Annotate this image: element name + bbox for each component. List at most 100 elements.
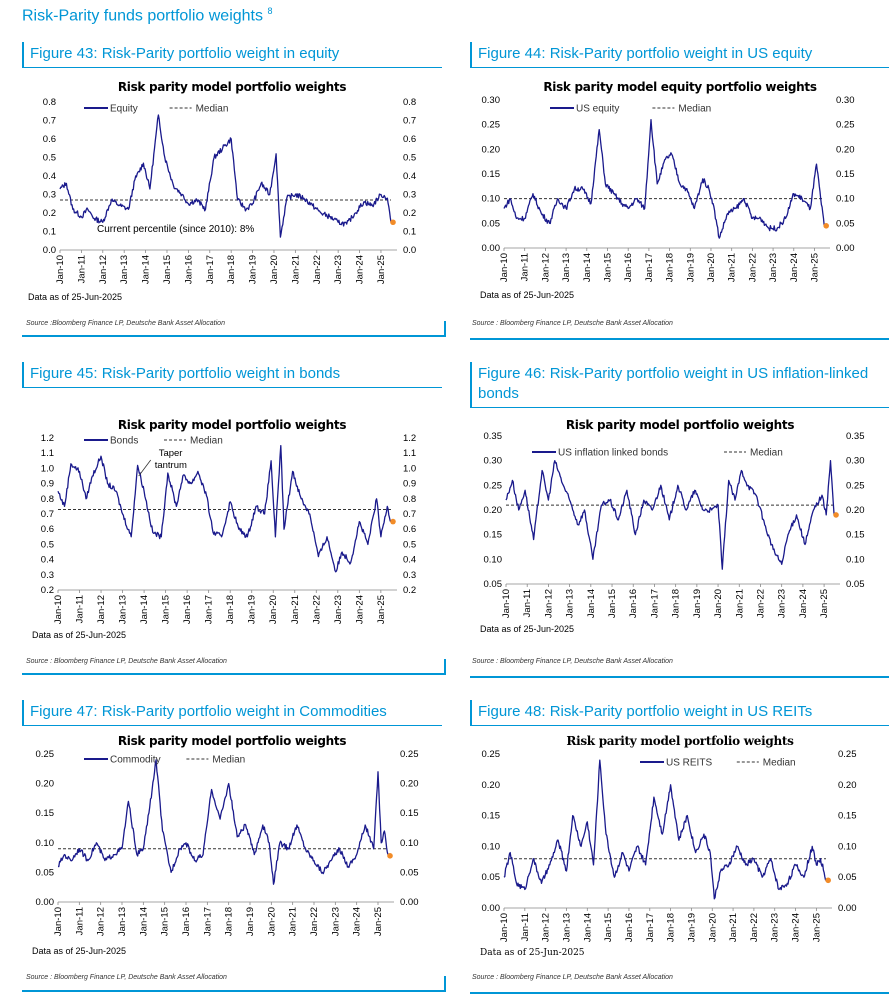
x-tick-label: Jan-17 (649, 589, 660, 618)
x-tick-label: Jan-19 (692, 589, 703, 618)
y-tick-label-left: 0.15 (36, 808, 55, 819)
y-tick-label-left: 0.3 (41, 570, 54, 581)
x-tick-label: Jan-13 (561, 913, 572, 942)
x-tick-label: Jan-25 (373, 907, 384, 936)
chart-figure-46: 0.05 0.05 0.10 0.10 0.15 0.15 0.20 0.20 0.25 0.25… (484, 432, 865, 618)
y-tick-label-left: 0.8 (43, 97, 56, 108)
x-tick-label: Jan-21 (728, 913, 739, 942)
x-tick-label: Jan-25 (811, 913, 822, 942)
y-tick-label-left: 0.25 (484, 480, 503, 491)
x-tick-label: Jan-10 (53, 595, 64, 624)
x-tick-label: Jan-16 (182, 595, 193, 624)
figure-44: Figure 44: Risk-Parity portfolio weight … (470, 42, 889, 340)
x-tick-label: Jan-22 (747, 253, 758, 282)
x-tick-label: Jan-12 (541, 913, 552, 942)
x-tick-label: Jan-17 (205, 255, 216, 284)
source-note: Source : Bloomberg Finance LP, Deutsche … (472, 974, 673, 981)
x-tick-label: Jan-19 (247, 595, 258, 624)
y-tick-label-right: 0.20 (836, 144, 855, 155)
x-tick-label: Jan-12 (96, 907, 107, 936)
y-tick-label-left: 0.10 (482, 194, 501, 205)
legend-label-series: US equity (576, 104, 619, 115)
y-tick-label-left: 0.20 (482, 144, 501, 155)
x-tick-label: Jan-15 (161, 595, 172, 624)
x-tick-label: Jan-11 (520, 253, 531, 281)
y-tick-label-right: 0.7 (403, 509, 416, 520)
x-tick-label: Jan-23 (330, 907, 341, 936)
legend-label-series: Equity (110, 104, 138, 115)
y-tick-label-left: 0.10 (482, 841, 501, 852)
x-tick-label: Jan-24 (355, 255, 366, 284)
latest-value-marker (387, 853, 393, 859)
legend-label-median: Median (196, 104, 229, 115)
x-tick-label: Jan-10 (55, 255, 66, 284)
series-line-us-reits (503, 759, 827, 900)
y-tick-label-left: 0.00 (36, 897, 55, 908)
x-tick-label: Jan-19 (248, 255, 259, 284)
y-tick-label-left: 0.7 (41, 509, 54, 520)
y-tick-label-right: 0.05 (400, 867, 419, 878)
y-tick-label-right: 0.4 (403, 555, 416, 566)
y-tick-label-left: 0.15 (484, 530, 503, 541)
y-tick-label-right: 0.20 (846, 505, 865, 516)
y-tick-label-left: 0.05 (482, 872, 501, 883)
y-tick-label-left: 0.0 (43, 245, 56, 256)
figure-title: Figure 48: Risk-Parity portfolio weight … (470, 700, 889, 726)
x-tick-label: Jan-20 (706, 253, 717, 282)
annotation-pointer (138, 459, 152, 477)
latest-value-marker (823, 223, 830, 229)
x-tick-label: Jan-11 (74, 907, 85, 935)
y-tick-label-right: 1.2 (403, 433, 416, 444)
y-tick-label-left: 0.2 (41, 585, 54, 596)
source-note: Source : Bloomberg Finance LP, Deutsche … (472, 320, 673, 327)
x-tick-label: Jan-19 (686, 913, 697, 942)
legend-label-median: Median (212, 755, 245, 766)
x-tick-label: Jan-21 (727, 253, 738, 282)
footnote-marker: 8 (267, 6, 273, 16)
figure-title: Figure 45: Risk-Parity portfolio weight … (22, 362, 442, 388)
latest-value-marker (390, 219, 396, 226)
x-tick-label: Jan-11 (520, 913, 531, 941)
y-tick-label-right: 0.00 (836, 243, 855, 254)
x-tick-label: Jan-12 (543, 589, 554, 618)
x-tick-label: Jan-22 (749, 913, 760, 942)
x-tick-label: Jan-21 (290, 255, 301, 284)
x-tick-label: Jan-25 (809, 253, 820, 282)
y-tick-label-right: 0.00 (838, 903, 857, 914)
y-tick-label-left: 0.20 (482, 780, 501, 791)
legend-label-median: Median (763, 758, 796, 769)
x-tick-label: Jan-21 (290, 595, 301, 624)
x-tick-label: Jan-14 (138, 907, 149, 936)
y-tick-label-right: 1.1 (403, 448, 416, 459)
y-tick-label-right: 0.5 (403, 153, 416, 164)
y-tick-label-left: 0.00 (482, 243, 501, 254)
y-tick-label-left: 0.15 (482, 169, 501, 180)
chart-title: Risk parity model portfolio weights (117, 734, 347, 748)
x-tick-label: Jan-20 (713, 589, 724, 618)
figure-43: Figure 43: Risk-Parity portfolio weight … (22, 42, 446, 337)
y-tick-label-left: 0.05 (484, 579, 503, 590)
x-tick-label: Jan-20 (269, 255, 280, 284)
legend-label-series: Bonds (110, 436, 138, 447)
y-tick-label-right: 0.20 (838, 780, 857, 791)
page-title-text: Risk-Parity funds portfolio weights (22, 7, 263, 25)
x-tick-label: Jan-17 (204, 595, 215, 624)
x-tick-label: Jan-13 (118, 595, 129, 624)
y-tick-label-left: 0.25 (482, 749, 501, 760)
x-tick-label: Jan-22 (755, 589, 766, 618)
x-tick-label: Jan-24 (798, 589, 809, 618)
x-tick-label: Jan-23 (777, 589, 788, 618)
legend-label-series: US inflation linked bonds (558, 448, 668, 459)
x-tick-label: Jan-25 (819, 589, 830, 618)
page-title: Risk-Parity funds portfolio weights 8 (22, 6, 272, 25)
y-tick-label-left: 0.25 (482, 120, 501, 131)
y-tick-label-left: 0.20 (484, 505, 503, 516)
x-tick-label: Jan-23 (770, 913, 781, 942)
y-tick-label-right: 0.15 (846, 530, 865, 541)
figure-46: Figure 46: Risk-Parity portfolio weight … (470, 362, 889, 678)
legend-label-median: Median (678, 104, 711, 115)
annotation-taper: Taper (159, 448, 183, 459)
y-tick-label-right: 0.25 (838, 749, 857, 760)
y-tick-label-right: 0.10 (838, 841, 857, 852)
y-tick-label-left: 0.30 (482, 95, 501, 106)
